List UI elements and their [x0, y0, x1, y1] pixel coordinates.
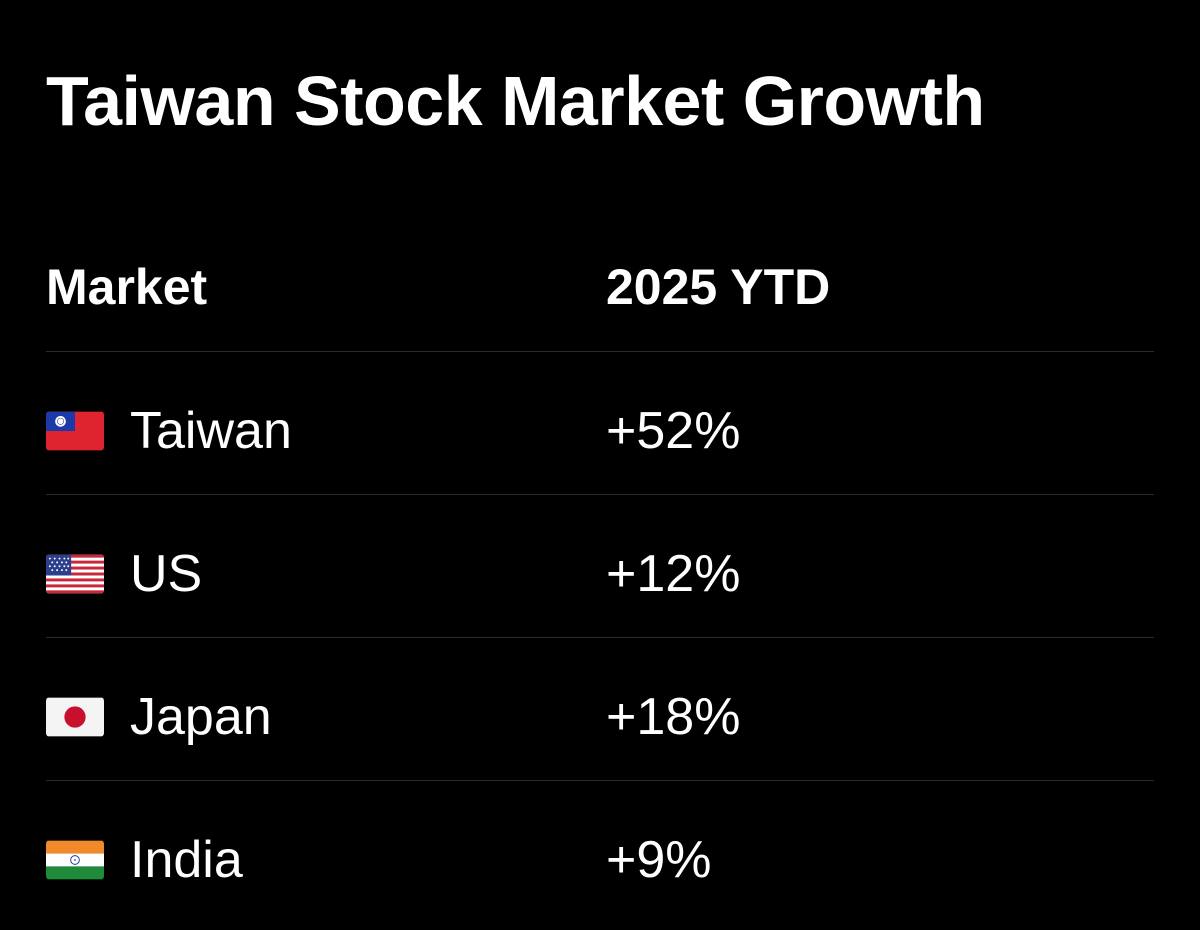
us-flag-icon: [46, 554, 104, 594]
market-name: India: [130, 831, 243, 889]
india-flag-icon: [46, 840, 104, 880]
market-cell: US: [46, 543, 202, 605]
market-cell: India: [46, 829, 243, 891]
page-title: Taiwan Stock Market Growth: [46, 62, 985, 140]
table-row: India +9%: [46, 781, 1154, 923]
market-table: Market 2025 YTD Taiwan +52%: [46, 248, 1154, 923]
taiwan-flag-icon: [46, 411, 104, 451]
ytd-value: +9%: [606, 831, 712, 889]
market-name: Japan: [130, 688, 272, 746]
ytd-value: +52%: [606, 402, 741, 460]
market-name: Taiwan: [130, 402, 292, 460]
ytd-value: +12%: [606, 545, 741, 603]
japan-flag-icon: [46, 697, 104, 737]
market-cell: Japan: [46, 686, 272, 748]
market-name: US: [130, 545, 203, 603]
table-row: US +12%: [46, 495, 1154, 638]
table-header-row: Market 2025 YTD: [46, 248, 1154, 352]
ytd-value: +18%: [606, 688, 741, 746]
market-cell: Taiwan: [46, 400, 292, 462]
column-header-ytd: 2025 YTD: [606, 259, 831, 315]
table-row: Taiwan +52%: [46, 352, 1154, 495]
column-header-market: Market: [46, 259, 208, 315]
table-row: Japan +18%: [46, 638, 1154, 781]
